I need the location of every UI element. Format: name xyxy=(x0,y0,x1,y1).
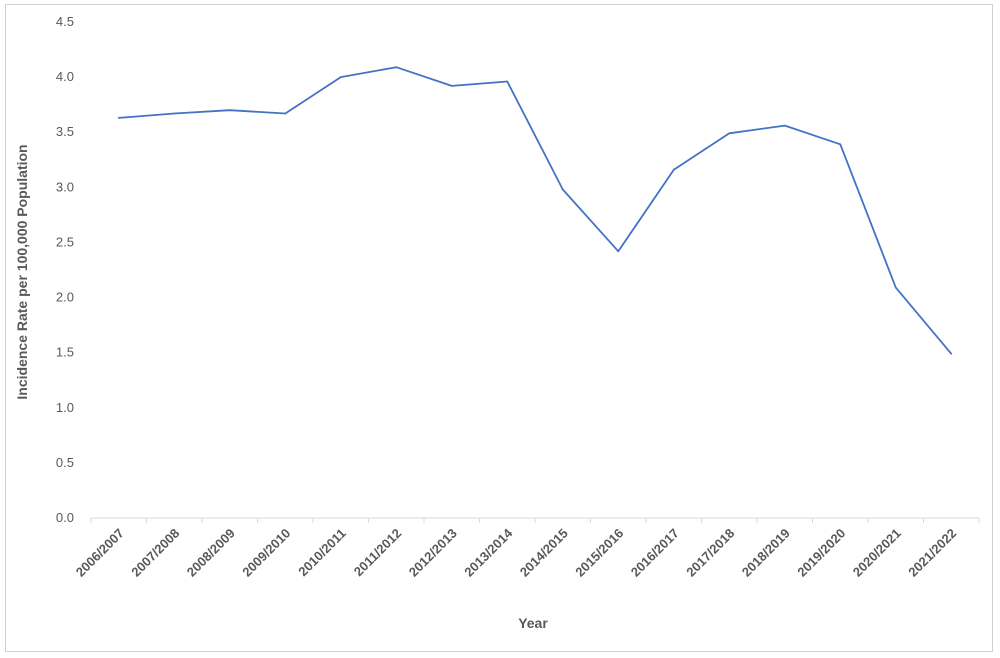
data-point xyxy=(284,112,287,115)
y-tick-label: 2.5 xyxy=(56,234,74,249)
x-tick-label: 2016/2017 xyxy=(628,526,682,580)
x-tick-label: 2018/2019 xyxy=(739,526,793,580)
x-tick-label: 2007/2008 xyxy=(128,526,182,580)
data-point xyxy=(450,85,453,87)
data-point xyxy=(395,66,398,69)
data-point xyxy=(728,132,731,135)
y-tick-label: 3.5 xyxy=(56,124,74,139)
y-tick-label: 4.0 xyxy=(56,69,74,84)
y-tick-label: 0.5 xyxy=(56,455,74,470)
y-axis-title: Incidence Rate per 100,000 Population xyxy=(14,144,30,399)
y-tick-label: 2.0 xyxy=(56,290,74,305)
x-tick-label: 2014/2015 xyxy=(517,526,571,580)
data-point xyxy=(117,116,120,119)
data-point xyxy=(672,168,675,171)
x-tick-label: 2009/2010 xyxy=(239,526,293,580)
x-axis-title: Year xyxy=(518,615,548,631)
data-point xyxy=(506,80,509,83)
data-point xyxy=(561,188,564,191)
x-tick-label: 2010/2011 xyxy=(295,526,349,580)
y-tick-label: 0.0 xyxy=(56,510,74,525)
data-point xyxy=(228,109,231,112)
y-tick-label: 4.5 xyxy=(56,14,74,29)
data-point xyxy=(839,143,842,146)
y-tick-label: 1.5 xyxy=(56,345,74,360)
x-tick-label: 2013/2014 xyxy=(461,525,516,580)
data-point xyxy=(894,286,897,289)
x-tick-label: 2019/2020 xyxy=(794,526,848,580)
x-tick-label: 2012/2013 xyxy=(406,526,460,580)
y-tick-label: 3.0 xyxy=(56,179,74,194)
x-axis-ticks: 2006/2007 2007/2008 2008/2009 2009/2010 2010… xyxy=(73,518,980,580)
x-tick-label: 2017/2018 xyxy=(683,526,737,580)
x-tick-label: 2015/2016 xyxy=(572,526,626,580)
data-point xyxy=(617,250,620,253)
y-axis-ticks: 0.0 0.5 1.0 1.5 2.0 2.5 3.0 3.5 4.0 4.5 xyxy=(56,14,74,525)
x-tick-label: 2006/2007 xyxy=(73,526,127,580)
y-tick-label: 1.0 xyxy=(56,400,74,415)
chart-frame xyxy=(5,4,993,652)
x-tick-label: 2011/2012 xyxy=(351,526,405,580)
data-point xyxy=(173,112,176,115)
x-tick-label: 2021/2022 xyxy=(905,526,959,580)
data-point xyxy=(339,76,342,79)
x-tick-label: 2008/2009 xyxy=(184,526,238,580)
data-point xyxy=(950,352,953,355)
series-line xyxy=(118,66,952,355)
series-group xyxy=(117,66,953,355)
x-tick-label: 2020/2021 xyxy=(850,526,904,580)
data-point xyxy=(783,124,786,127)
